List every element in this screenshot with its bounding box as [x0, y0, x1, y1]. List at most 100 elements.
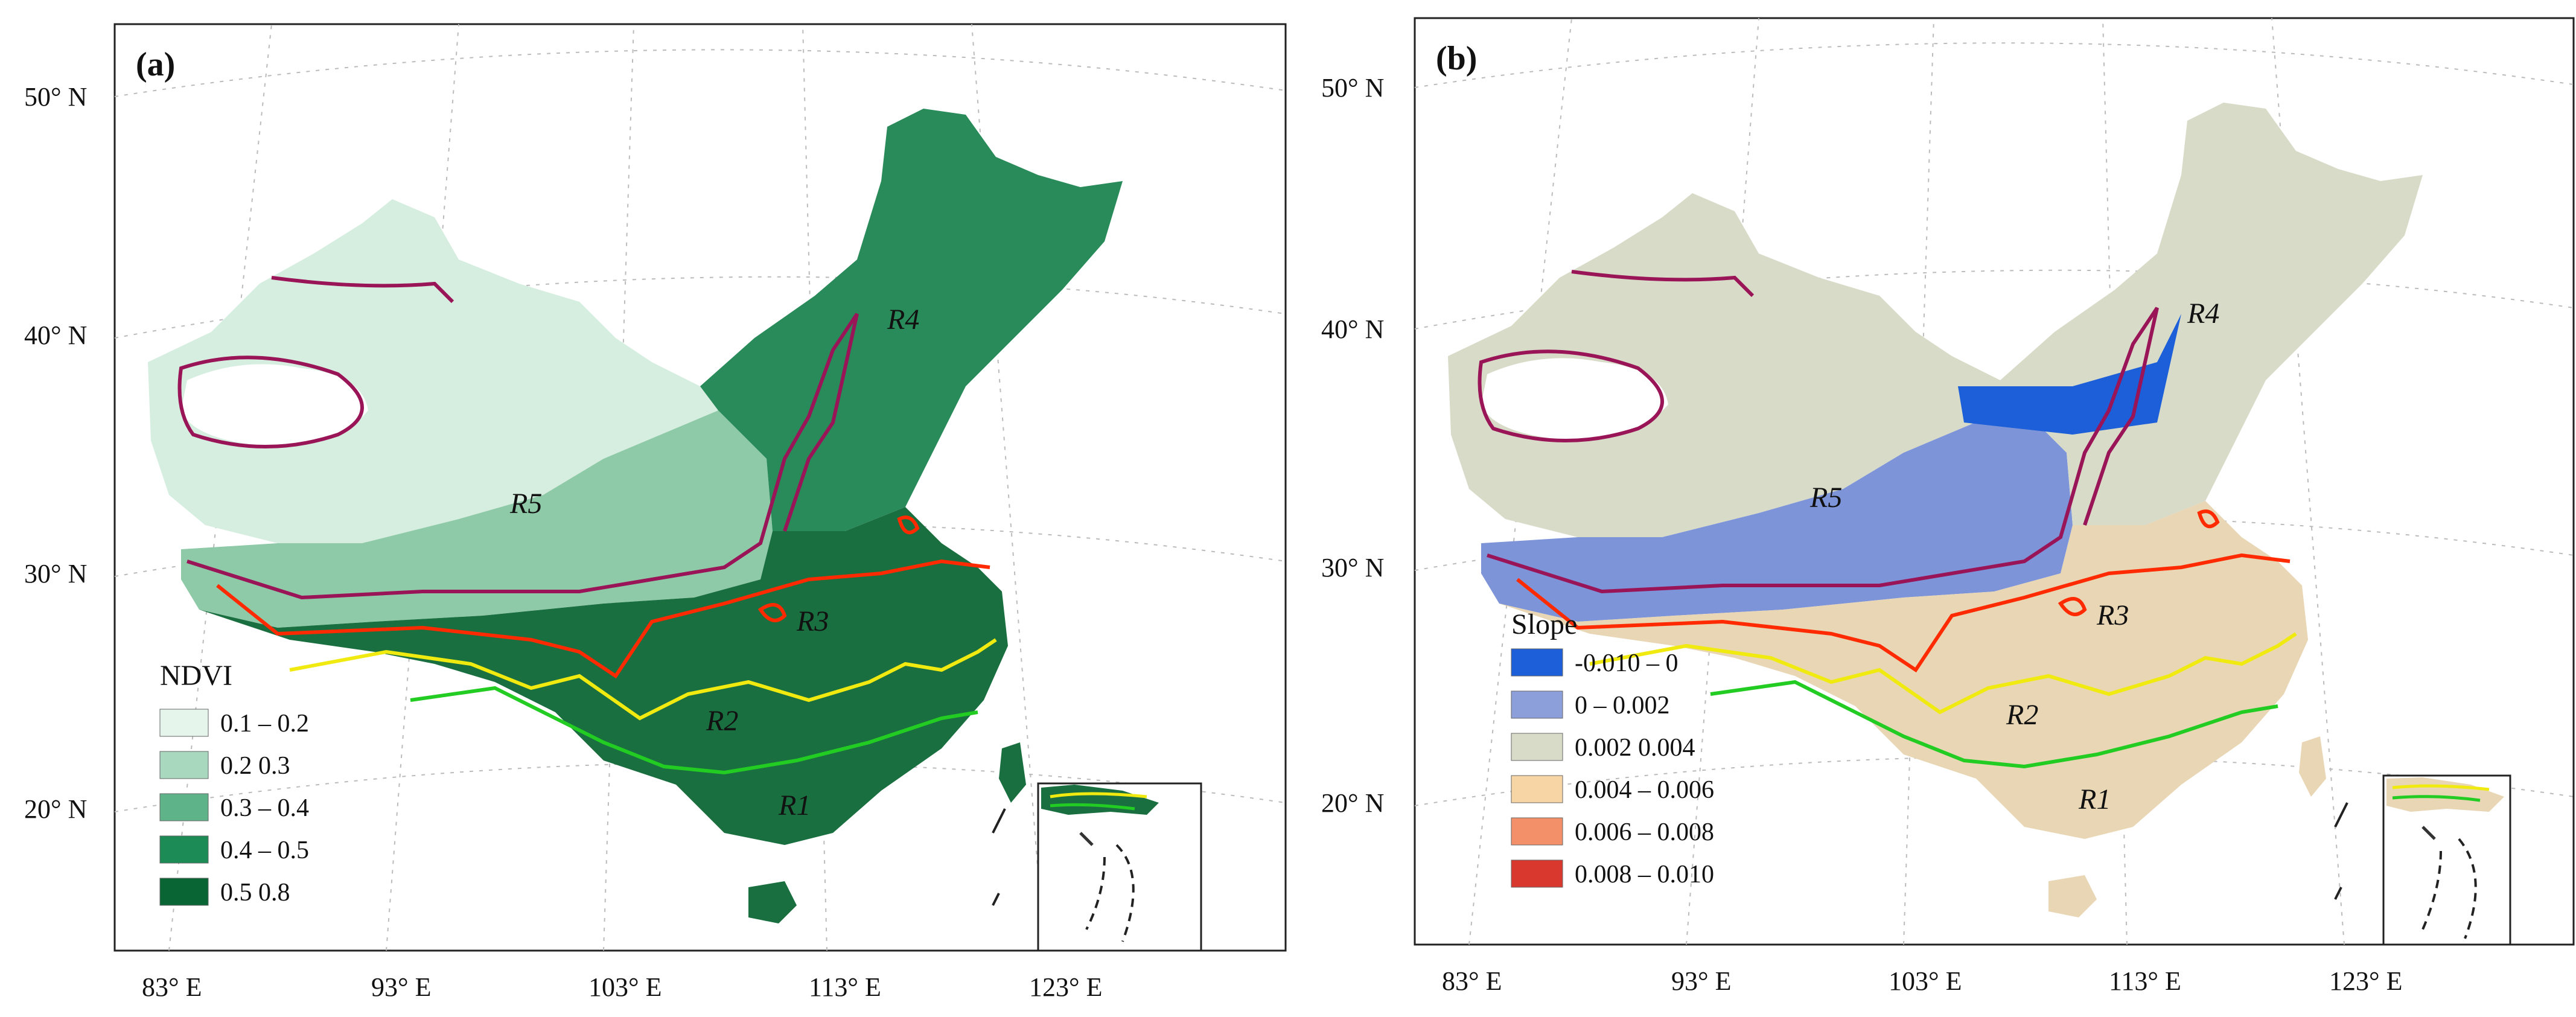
slope-map-panel: R1 R2 R3 R4 R5 (b) 50° N 40° N 30° N 20°…	[1288, 0, 2576, 1017]
boundary-r3-lake	[897, 515, 920, 535]
legend-item: 0.1 – 0.2	[159, 709, 309, 738]
region-label-r3: R3	[2096, 599, 2129, 631]
legend-label: 0.2 0.3	[220, 752, 290, 780]
region-label-r5: R5	[1809, 482, 1842, 514]
region-label-r5: R5	[509, 488, 542, 520]
ndvi-map: R1 R2 R3 R4 R5 (a) 50° N 40° N 30° N 20°…	[24, 23, 1287, 1002]
hainan-island	[748, 881, 797, 923]
boundary-r4	[187, 313, 859, 600]
legend-item: 0.008 – 0.010	[1511, 859, 1714, 888]
region-label-r1: R1	[778, 789, 811, 821]
legend-item: -0.010 – 0	[1511, 648, 1679, 677]
lon-label-103: 103° E	[588, 972, 662, 1002]
legend-swatch	[159, 751, 209, 779]
legend-swatch	[159, 709, 209, 737]
slope-legend: Slope -0.010 – 0 0 – 0.002 0.002 0.004 0…	[1511, 608, 1714, 888]
legend-swatch	[1511, 648, 1563, 677]
lat-label-20: 20° N	[24, 794, 87, 824]
lat-label-50: 50° N	[24, 82, 87, 112]
boundary-r3-loop	[757, 603, 787, 622]
lat-label-40: 40° N	[24, 320, 87, 350]
legend-label: 0.3 – 0.4	[220, 794, 309, 822]
boundary-r2	[1589, 632, 2297, 715]
legend-swatch	[159, 878, 209, 906]
region-boundaries	[1478, 270, 2297, 769]
lon-label-103: 103° E	[1889, 966, 1962, 996]
legend-swatch	[1511, 690, 1563, 719]
region-label-r1: R1	[2078, 783, 2111, 815]
region-label-r3: R3	[796, 605, 829, 637]
desert-area	[1481, 358, 1668, 441]
boundary-r3	[216, 559, 990, 679]
boundary-r5-west	[271, 276, 454, 304]
lat-label-50: 50° N	[1321, 73, 1384, 103]
region-fill-south	[199, 507, 1008, 845]
boundary-r5-west	[1571, 270, 1755, 298]
legend-item: 0.4 – 0.5	[159, 835, 309, 864]
region-fill-plateau	[181, 410, 773, 628]
decline-zone	[1958, 314, 2181, 435]
legend-swatch	[159, 835, 209, 864]
south-china-sea-inset	[1037, 782, 1202, 952]
legend-label: 0 – 0.002	[1575, 692, 1670, 719]
legend-label: 0.1 – 0.2	[220, 710, 309, 738]
region-fill-northwest	[1448, 193, 2018, 537]
china-map	[148, 109, 1123, 923]
legend-item: 0.2 0.3	[159, 751, 290, 780]
legend-item: 0.006 – 0.008	[1511, 817, 1714, 846]
region-label-r4: R4	[2187, 298, 2219, 330]
ndvi-map-panel: R1 R2 R3 R4 R5 (a) 50° N 40° N 30° N 20°…	[24, 23, 1287, 1002]
china-map	[1448, 103, 2423, 917]
legend-label: 0.004 – 0.006	[1575, 776, 1714, 804]
panel-label: (b)	[1436, 40, 1477, 77]
legend-swatch	[1511, 733, 1563, 761]
legend-label: 0.5 0.8	[220, 879, 290, 907]
legend-label: 0.002 0.004	[1575, 734, 1695, 762]
legend-title: Slope	[1511, 608, 1577, 640]
legend-swatch	[1511, 817, 1563, 846]
region-label-r2: R2	[2006, 699, 2038, 731]
south-china-sea-inset	[2382, 774, 2511, 946]
boundary-r2	[289, 638, 997, 721]
taiwan-island	[2299, 736, 2326, 797]
region-label-r2: R2	[706, 705, 738, 737]
legend-label: -0.010 – 0	[1575, 649, 1679, 677]
boundary-r1	[1710, 680, 2278, 769]
hainan-island	[2048, 875, 2097, 917]
taiwan-island	[999, 742, 1026, 803]
legend-label: 0.4 – 0.5	[220, 837, 309, 864]
legend-label: 0.006 – 0.008	[1575, 818, 1714, 846]
lon-label-93: 93° E	[371, 972, 431, 1002]
legend-item: 0.004 – 0.006	[1511, 775, 1714, 804]
legend-title: NDVI	[160, 660, 232, 692]
region-fill-northwest	[148, 199, 718, 543]
legend-swatch	[1511, 775, 1563, 803]
lat-label-30: 30° N	[24, 559, 87, 588]
slope-map: R1 R2 R3 R4 R5 (b) 50° N 40° N 30° N 20°…	[1321, 17, 2575, 996]
lon-label-123: 123° E	[1029, 972, 1102, 1002]
lat-label-30: 30° N	[1321, 553, 1384, 582]
legend-swatch	[159, 793, 209, 821]
ndvi-legend: NDVI 0.1 – 0.2 0.2 0.3 0.3 – 0.4 0.4 – 0…	[159, 660, 309, 907]
lon-label-113: 113° E	[2109, 966, 2181, 996]
region-fill-south	[1499, 501, 2308, 839]
boundary-r3-lake	[2197, 509, 2220, 529]
region-fill-plateau	[1481, 404, 2073, 622]
panel-label: (a)	[136, 46, 175, 83]
region-boundaries	[177, 276, 997, 775]
boundary-r5	[177, 355, 364, 448]
lon-label-93: 93° E	[1671, 966, 1731, 996]
legend-item: 0.3 – 0.4	[159, 793, 309, 822]
boundary-r3	[1516, 553, 2291, 673]
lat-label-40: 40° N	[1321, 314, 1384, 344]
boundary-r1	[410, 686, 978, 775]
lon-label-83: 83° E	[1442, 966, 1502, 996]
boundary-r5	[1478, 349, 1664, 442]
lon-label-113: 113° E	[809, 972, 881, 1002]
legend-item: 0.5 0.8	[159, 878, 290, 907]
desert-area	[181, 364, 368, 447]
legend-label: 0.008 – 0.010	[1575, 861, 1714, 888]
legend-item: 0.002 0.004	[1511, 733, 1695, 762]
legend-swatch	[1511, 859, 1563, 888]
lat-label-20: 20° N	[1321, 788, 1384, 818]
